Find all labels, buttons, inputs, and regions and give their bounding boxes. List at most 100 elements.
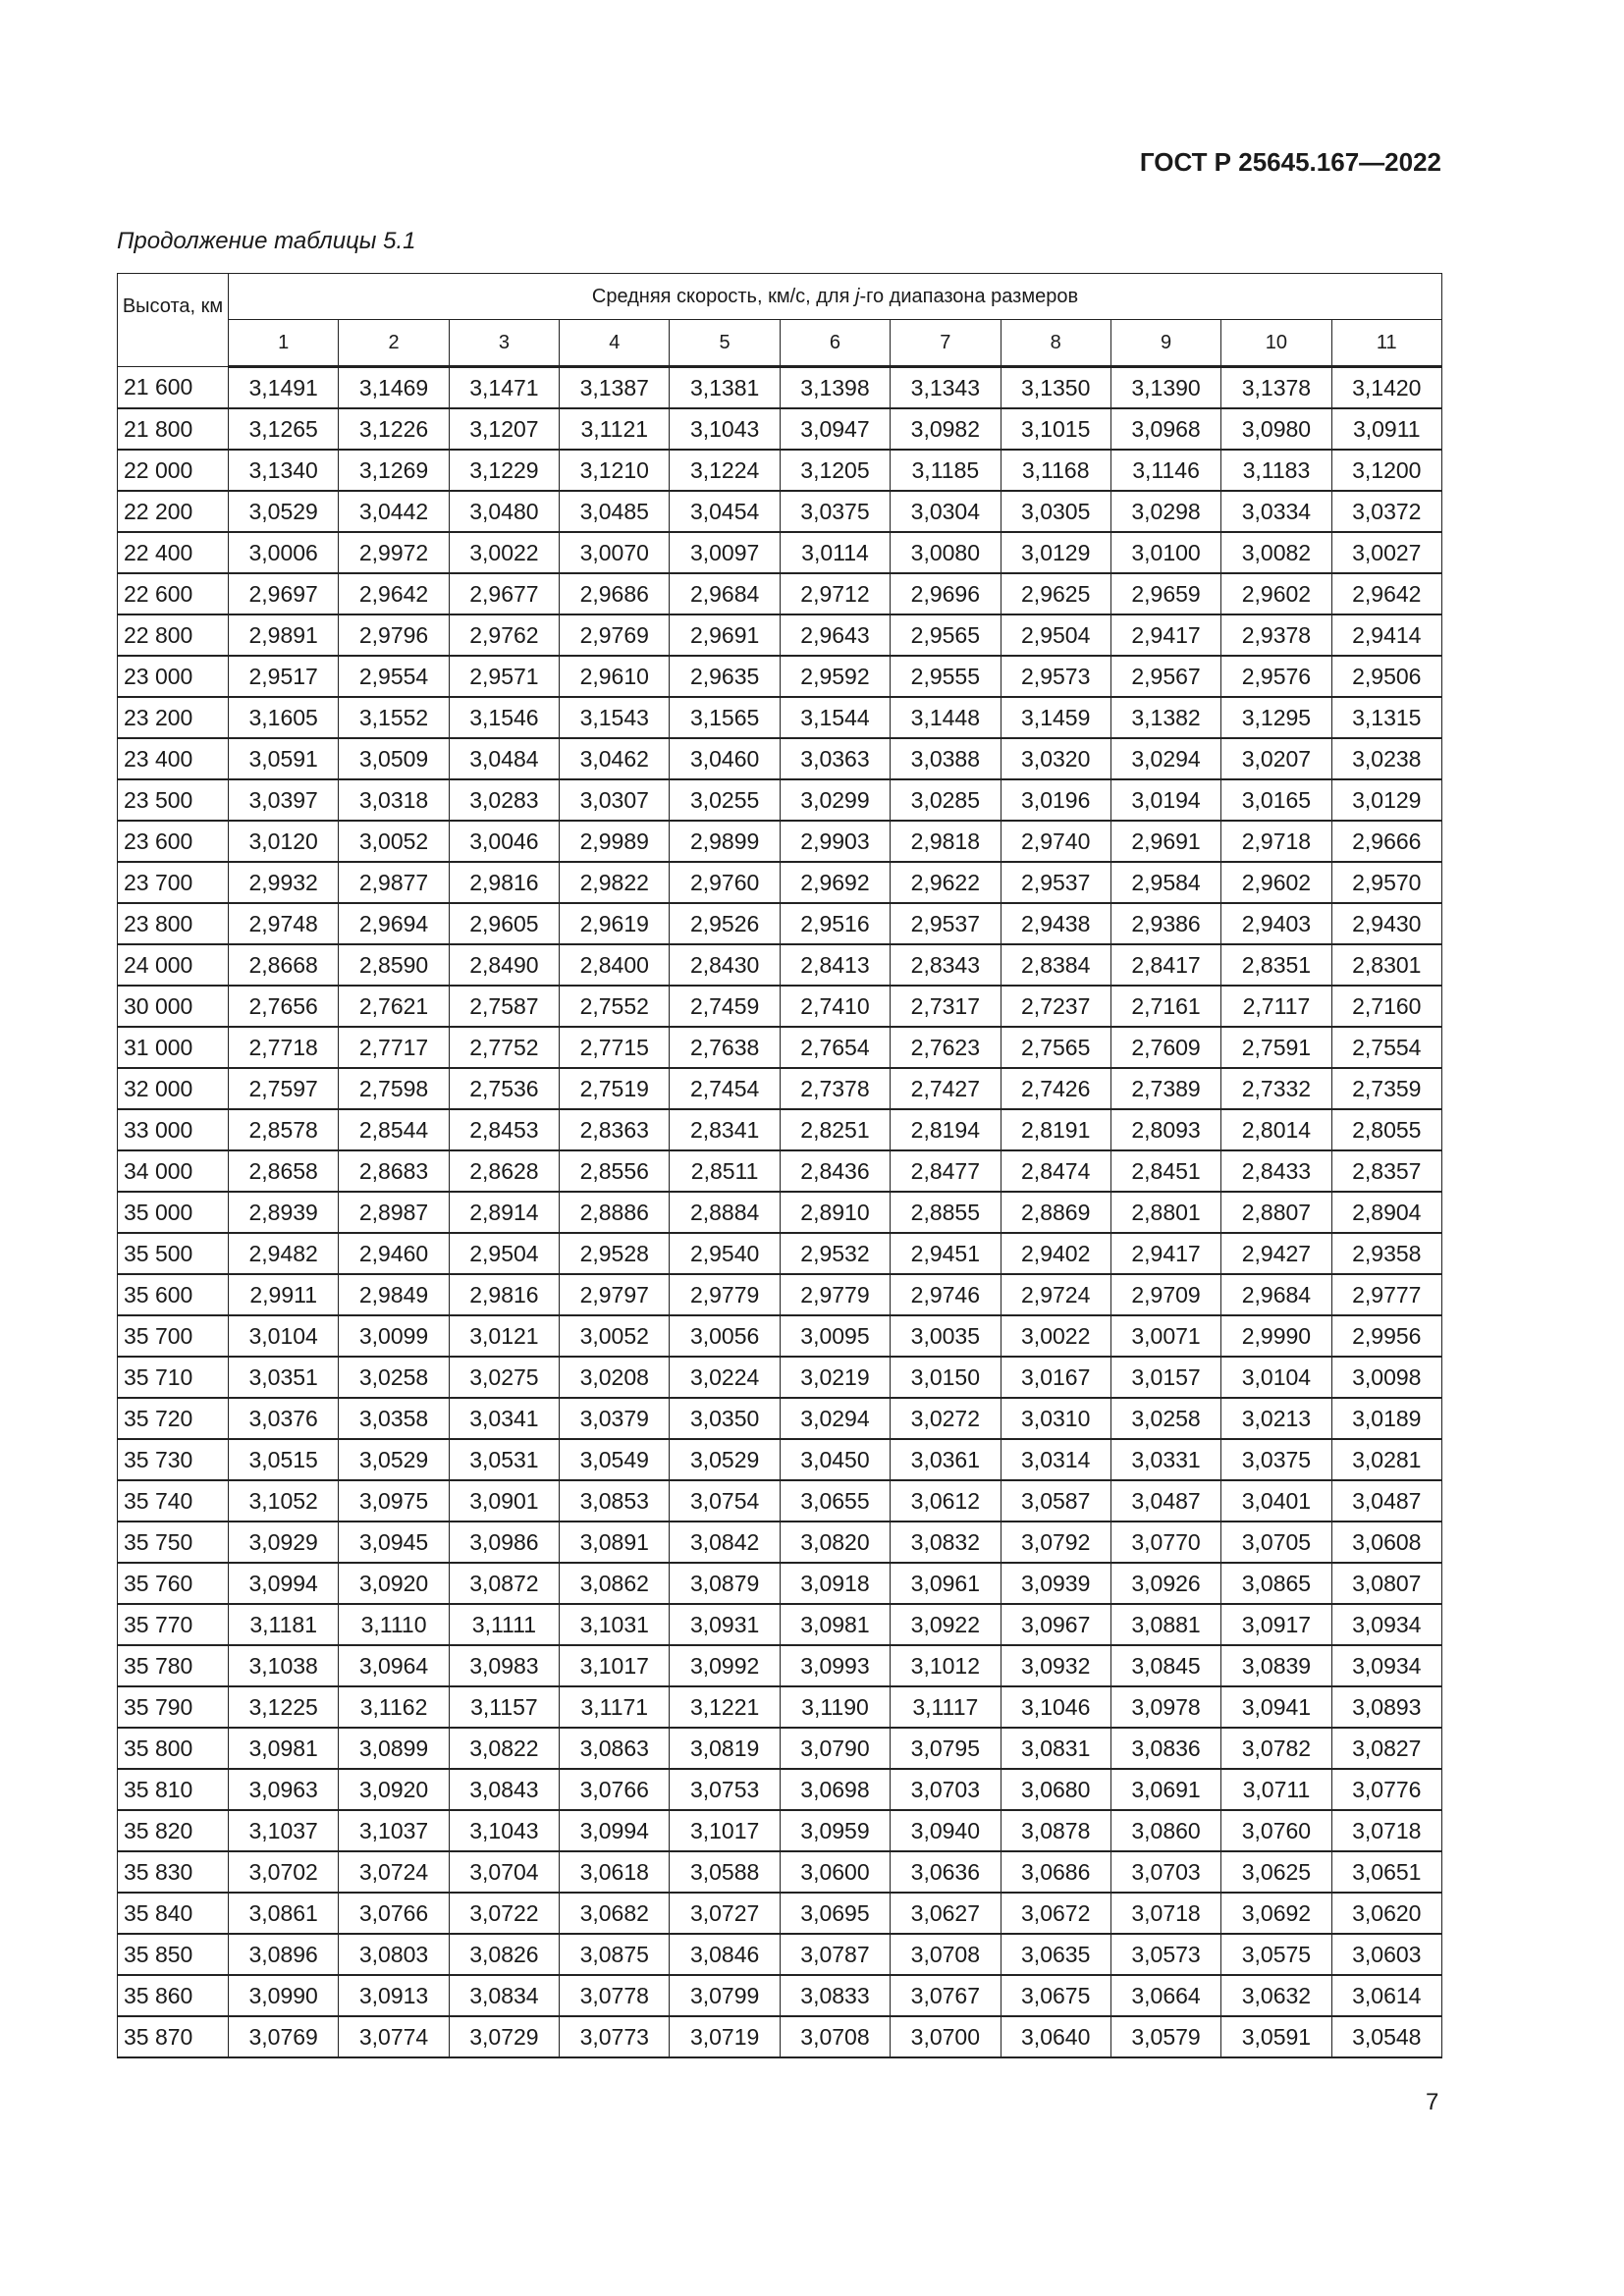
- velocity-cell: 2,7427: [890, 1067, 1001, 1110]
- table-row: 35 860 3,0990 3,0913 3,0834 3,0778 3,0799 3,08…: [117, 1974, 1442, 2017]
- velocity-cell: 3,0968: [1110, 407, 1222, 451]
- velocity-cell: 2,9576: [1220, 655, 1332, 698]
- velocity-cell: 2,8477: [890, 1149, 1001, 1193]
- table-row: 35 830 3,0702 3,0724 3,0704 3,0618 3,0588 3,06…: [117, 1850, 1442, 1894]
- velocity-cell: 2,8351: [1220, 943, 1332, 987]
- velocity-cell: 3,0718: [1110, 1892, 1222, 1935]
- velocity-cell: 3,0703: [890, 1768, 1001, 1811]
- table-row: 35 750 3,0929 3,0945 3,0986 3,0891 3,0842 3,08…: [117, 1521, 1442, 1564]
- altitude-cell: 31 000: [117, 1026, 229, 1069]
- velocity-cell: 3,0833: [779, 1974, 892, 2017]
- velocity-cell: 3,1544: [779, 696, 892, 739]
- velocity-cell: 3,0826: [448, 1933, 561, 1976]
- group-header-post: -го диапазона размеров: [859, 285, 1079, 307]
- velocity-cell: 2,7656: [227, 985, 340, 1028]
- velocity-cell: 3,0600: [779, 1850, 892, 1894]
- velocity-cell: 3,1398: [779, 366, 892, 409]
- velocity-cell: 3,0961: [890, 1562, 1001, 1605]
- velocity-cell: 3,0729: [448, 2015, 561, 2058]
- velocity-cell: 3,0196: [1000, 778, 1111, 822]
- table-caption: Продолжение таблицы 5.1: [117, 228, 416, 254]
- altitude-cell: 35 710: [117, 1356, 229, 1399]
- table-row: 23 200 3,1605 3,1552 3,1546 3,1543 3,1565 3,15…: [117, 696, 1442, 739]
- velocity-cell: 2,9659: [1110, 572, 1222, 615]
- velocity-cell: 3,0704: [448, 1850, 561, 1894]
- velocity-cell: 2,9540: [669, 1232, 781, 1275]
- velocity-cell: 3,0692: [1220, 1892, 1332, 1935]
- velocity-cell: 3,0862: [559, 1562, 671, 1605]
- velocity-cell: 3,0853: [559, 1479, 671, 1522]
- velocity-cell: 2,7591: [1220, 1026, 1332, 1069]
- velocity-cell: 3,1200: [1330, 449, 1442, 492]
- velocity-cell: 3,1543: [559, 696, 671, 739]
- velocity-cell: 2,8436: [779, 1149, 892, 1193]
- velocity-cell: 3,0120: [227, 820, 340, 863]
- velocity-cell: 2,8363: [559, 1108, 671, 1151]
- velocity-cell: 3,1015: [1000, 407, 1111, 451]
- velocity-cell: 2,7598: [338, 1067, 450, 1110]
- velocity-cell: 2,9818: [890, 820, 1001, 863]
- velocity-cell: 3,0980: [1220, 407, 1332, 451]
- velocity-cell: 3,0967: [1000, 1603, 1111, 1646]
- velocity-cell: 3,0827: [1330, 1727, 1442, 1770]
- velocity-cell: 2,9903: [779, 820, 892, 863]
- velocity-cell: 3,1565: [669, 696, 781, 739]
- velocity-cell: 3,0994: [559, 1809, 671, 1852]
- velocity-cell: 3,0157: [1110, 1356, 1222, 1399]
- velocity-cell: 3,0705: [1220, 1521, 1332, 1564]
- velocity-cell: 2,8869: [1000, 1191, 1111, 1234]
- velocity-cell: 2,8413: [779, 943, 892, 987]
- velocity-cell: 3,1168: [1000, 449, 1111, 492]
- velocity-cell: 3,1117: [890, 1685, 1001, 1729]
- velocity-cell: 3,0549: [559, 1438, 671, 1481]
- velocity-cell: 2,7459: [669, 985, 781, 1028]
- velocity-cell: 2,9528: [559, 1232, 671, 1275]
- velocity-cell: 2,9427: [1220, 1232, 1332, 1275]
- velocity-cell: 2,7638: [669, 1026, 781, 1069]
- column-header: 11: [1330, 319, 1442, 368]
- velocity-cell: 2,9602: [1220, 572, 1332, 615]
- velocity-cell: 3,1037: [227, 1809, 340, 1852]
- velocity-cell: 3,0375: [779, 490, 892, 533]
- velocity-cell: 2,7623: [890, 1026, 1001, 1069]
- velocity-cell: 3,0875: [559, 1933, 671, 1976]
- altitude-cell: 21 800: [117, 407, 229, 451]
- velocity-cell: 3,1269: [338, 449, 450, 492]
- altitude-cell: 30 000: [117, 985, 229, 1028]
- table-row: 23 500 3,0397 3,0318 3,0283 3,0307 3,0255 3,02…: [117, 778, 1442, 822]
- velocity-cell: 3,0150: [890, 1356, 1001, 1399]
- velocity-cell: 3,0334: [1220, 490, 1332, 533]
- velocity-cell: 3,0843: [448, 1768, 561, 1811]
- velocity-cell: 2,9797: [559, 1273, 671, 1316]
- velocity-cell: 3,0056: [669, 1314, 781, 1358]
- velocity-cell: 3,0515: [227, 1438, 340, 1481]
- velocity-cell: 2,7378: [779, 1067, 892, 1110]
- table-row: 35 870 3,0769 3,0774 3,0729 3,0773 3,0719 3,07…: [117, 2015, 1442, 2058]
- velocity-cell: 2,7565: [1000, 1026, 1111, 1069]
- velocity-cell: 3,0591: [227, 737, 340, 780]
- velocity-cell: 3,0294: [1110, 737, 1222, 780]
- table-row: 30 000 2,7656 2,7621 2,7587 2,7552 2,7459 2,74…: [117, 985, 1442, 1028]
- velocity-cell: 3,0632: [1220, 1974, 1332, 2017]
- velocity-cell: 2,9816: [448, 861, 561, 904]
- velocity-cell: 3,0964: [338, 1644, 450, 1687]
- velocity-cell: 3,0529: [227, 490, 340, 533]
- table-row: 22 000 3,1340 3,1269 3,1229 3,1210 3,1224 3,12…: [117, 449, 1442, 492]
- velocity-cell: 3,0981: [227, 1727, 340, 1770]
- velocity-cell: 3,0708: [779, 2015, 892, 2058]
- velocity-cell: 3,0167: [1000, 1356, 1111, 1399]
- velocity-cell: 3,0104: [1220, 1356, 1332, 1399]
- velocity-cell: 3,0022: [1000, 1314, 1111, 1358]
- velocity-cell: 2,9697: [227, 572, 340, 615]
- table-row: 21 800 3,1265 3,1226 3,1207 3,1121 3,1043 3,09…: [117, 407, 1442, 451]
- table-row: 35 500 2,9482 2,9460 2,9504 2,9528 2,9540 2,95…: [117, 1232, 1442, 1275]
- velocity-cell: 2,7554: [1330, 1026, 1442, 1069]
- velocity-cell: 3,0165: [1220, 778, 1332, 822]
- velocity-cell: 2,7621: [338, 985, 450, 1028]
- velocity-cell: 3,1387: [559, 366, 671, 409]
- velocity-cell: 3,0129: [1000, 531, 1111, 574]
- velocity-cell: 2,9718: [1220, 820, 1332, 863]
- velocity-cell: 3,1420: [1330, 366, 1442, 409]
- velocity-cell: 3,1185: [890, 449, 1001, 492]
- velocity-cell: 3,0672: [1000, 1892, 1111, 1935]
